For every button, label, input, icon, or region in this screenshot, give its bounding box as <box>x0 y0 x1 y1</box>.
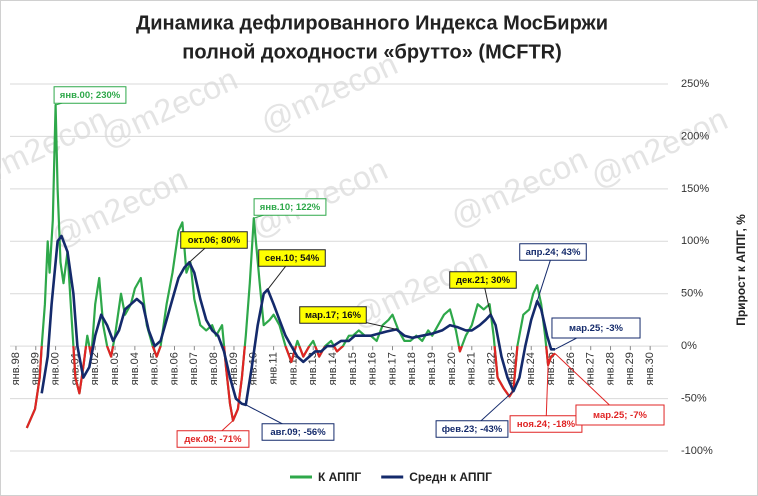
annotation-box <box>551 317 641 339</box>
x-tick-label: янв.30 <box>644 352 656 385</box>
x-tick-label: янв.22 <box>486 352 498 385</box>
annotation-label: сен.10; 54% <box>265 253 320 264</box>
x-tick-label: янв.27 <box>585 352 597 385</box>
chart-title: Динамика дефлированного Индекса МосБиржи <box>136 12 608 34</box>
x-tick-label: янв.15 <box>347 352 359 385</box>
annotation-label: мар.17; 16% <box>305 310 362 321</box>
annotation-box <box>299 306 367 324</box>
y-axis-title: Прирост к АППГ, % <box>734 214 748 326</box>
x-tick-label: янв.00 <box>49 352 61 385</box>
y-tick-label: 150% <box>681 183 709 195</box>
annotation-label: фев.23; -43% <box>442 424 503 435</box>
x-tick-label: янв.20 <box>446 352 458 385</box>
annotation-label: апр.24; 43% <box>526 247 581 258</box>
annotation-label: авг.09; -56% <box>270 427 326 438</box>
x-tick-label: янв.18 <box>406 352 418 385</box>
legend-label: К АППГ <box>318 470 361 484</box>
annotation-label: дек.08; -71% <box>184 434 242 445</box>
annotation-box <box>180 231 248 249</box>
x-tick-label: янв.29 <box>624 352 636 385</box>
x-tick-label: янв.03 <box>109 352 121 385</box>
x-tick-label: янв.24 <box>525 352 537 385</box>
y-tick-label: 50% <box>681 288 703 300</box>
series-line <box>40 234 555 407</box>
annotation-box <box>519 243 587 261</box>
x-tick-label: янв.98 <box>10 352 22 385</box>
annotation-label: ноя.24; -18% <box>517 419 576 430</box>
x-tick-label: янв.19 <box>426 352 438 385</box>
annotation-label: мар.25; -7% <box>593 410 647 421</box>
annotation-box <box>258 249 326 267</box>
y-tick-label: -50% <box>681 392 707 404</box>
x-tick-label: янв.11 <box>268 352 280 384</box>
y-tick-label: 100% <box>681 235 709 247</box>
annotation-box <box>435 420 509 438</box>
x-tick-label: янв.10 <box>248 352 260 385</box>
x-tick-label: янв.13 <box>307 352 319 385</box>
annotation-leader <box>545 364 549 425</box>
annotation-box <box>449 271 517 289</box>
x-tick-label: янв.14 <box>327 352 339 385</box>
annotation-box <box>53 86 127 104</box>
x-tick-label: янв.17 <box>386 352 398 385</box>
chart-title: полной доходности «брутто» (MCFTR) <box>182 41 561 63</box>
x-tick-label: янв.16 <box>367 352 379 385</box>
annotation-label: янв.10; 122% <box>260 202 321 213</box>
y-tick-label: -100% <box>681 445 713 457</box>
annotation-box <box>575 404 665 426</box>
annotation-box <box>253 198 327 216</box>
legend-label: Средн к АППГ <box>409 470 492 484</box>
annotation-label: янв.00; 230% <box>60 90 121 101</box>
y-tick-label: 250% <box>681 78 709 90</box>
x-tick-label: янв.05 <box>149 352 161 385</box>
y-tick-label: 200% <box>681 130 709 142</box>
annotation-box <box>261 423 335 441</box>
series-line <box>25 103 556 429</box>
x-tick-label: янв.28 <box>604 352 616 385</box>
x-tick-label: янв.02 <box>89 352 101 385</box>
annotation-label: окт.06; 80% <box>188 235 241 246</box>
annotation-label: дек.21; 30% <box>456 275 511 286</box>
x-tick-label: янв.08 <box>208 352 220 385</box>
x-tick-label: янв.04 <box>129 352 141 385</box>
annotation-box <box>176 430 250 448</box>
y-tick-label: 0% <box>681 340 697 352</box>
x-tick-label: янв.21 <box>466 352 478 385</box>
x-tick-label: янв.07 <box>188 352 200 385</box>
x-tick-label: янв.06 <box>168 352 180 385</box>
annotation-label: мар.25; -3% <box>569 323 623 334</box>
